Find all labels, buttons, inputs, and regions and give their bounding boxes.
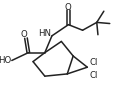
Text: O: O xyxy=(20,30,27,39)
Text: HN: HN xyxy=(38,29,51,38)
Text: O: O xyxy=(64,3,71,12)
Text: HO: HO xyxy=(0,56,11,65)
Text: Cl: Cl xyxy=(89,58,97,67)
Text: Cl: Cl xyxy=(89,71,97,80)
